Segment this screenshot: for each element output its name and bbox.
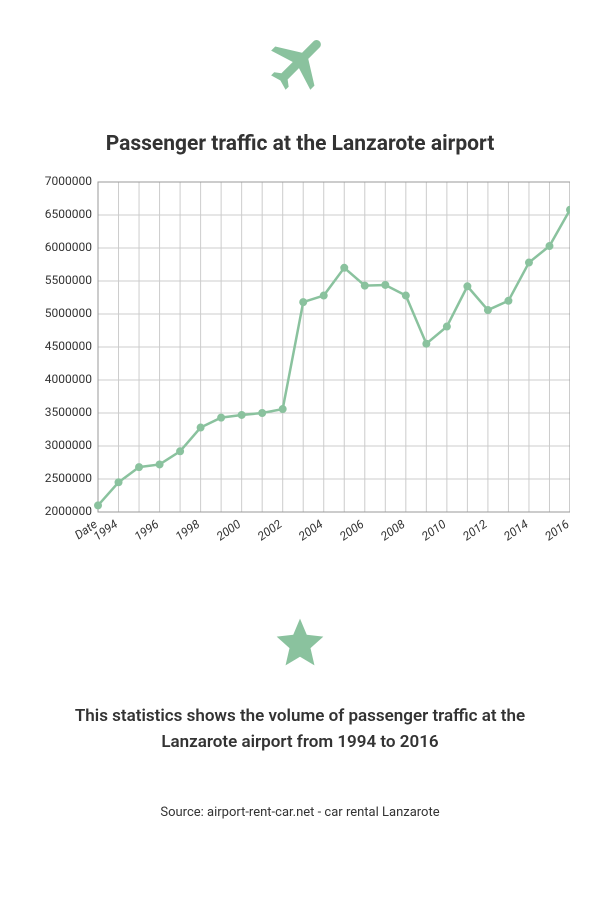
- data-point: [566, 206, 570, 214]
- data-point: [402, 292, 410, 300]
- data-point: [504, 297, 512, 305]
- data-point: [299, 298, 307, 306]
- data-point: [176, 447, 184, 455]
- data-point: [340, 264, 348, 272]
- data-point: [443, 323, 451, 331]
- ytick-label: 6000000: [45, 240, 92, 254]
- chart-description: This statistics shows the volume of pass…: [40, 704, 560, 755]
- passenger-chart: 2000000 2500000 3000000 3500000 4000000 45000…: [30, 174, 570, 574]
- data-point: [320, 292, 328, 300]
- data-point: [381, 281, 389, 289]
- data-point: [94, 501, 102, 509]
- xtick-label: 2010: [419, 517, 449, 544]
- page-title: Passenger traffic at the Lanzarote airpo…: [106, 132, 495, 156]
- xtick-label: 1994: [91, 517, 121, 544]
- data-line: [98, 210, 570, 506]
- ytick-label: 6500000: [45, 207, 92, 221]
- ytick-label: 5500000: [45, 273, 92, 287]
- xtick-label: 2006: [337, 517, 366, 543]
- ytick-label: 7000000: [45, 174, 92, 188]
- xtick-label: 2016: [542, 517, 570, 543]
- data-point: [463, 282, 471, 290]
- data-point: [135, 463, 143, 471]
- star-icon: [272, 614, 328, 674]
- data-point: [525, 259, 533, 267]
- ytick-label: 5000000: [45, 306, 92, 320]
- data-point: [484, 306, 492, 314]
- ytick-label: 2500000: [45, 471, 92, 485]
- ytick-label: 4000000: [45, 372, 92, 386]
- xtick-label: 1998: [173, 517, 203, 544]
- xtick-label: 2004: [296, 517, 326, 544]
- data-point: [238, 411, 246, 419]
- xtick-label: 2012: [460, 517, 490, 544]
- data-point: [422, 340, 430, 348]
- data-point: [279, 405, 287, 413]
- data-point: [217, 414, 225, 422]
- xtick-label: 2002: [255, 517, 285, 544]
- data-point: [545, 242, 553, 250]
- source-text: Source: airport-rent-car.net - car renta…: [160, 805, 439, 820]
- airplane-icon: [265, 28, 335, 102]
- xtick-label: 1996: [132, 517, 161, 543]
- data-point: [197, 424, 205, 432]
- xtick-label: 2008: [378, 517, 408, 544]
- ytick-label: 3000000: [45, 438, 92, 452]
- data-point: [156, 460, 164, 468]
- data-point: [115, 478, 123, 486]
- xtick-label: 2014: [501, 517, 531, 544]
- ytick-label: 3500000: [45, 405, 92, 419]
- xtick-label: 2000: [214, 517, 244, 544]
- ytick-label: 2000000: [45, 504, 92, 518]
- ytick-label: 4500000: [45, 339, 92, 353]
- data-point: [258, 409, 266, 417]
- data-point: [361, 282, 369, 290]
